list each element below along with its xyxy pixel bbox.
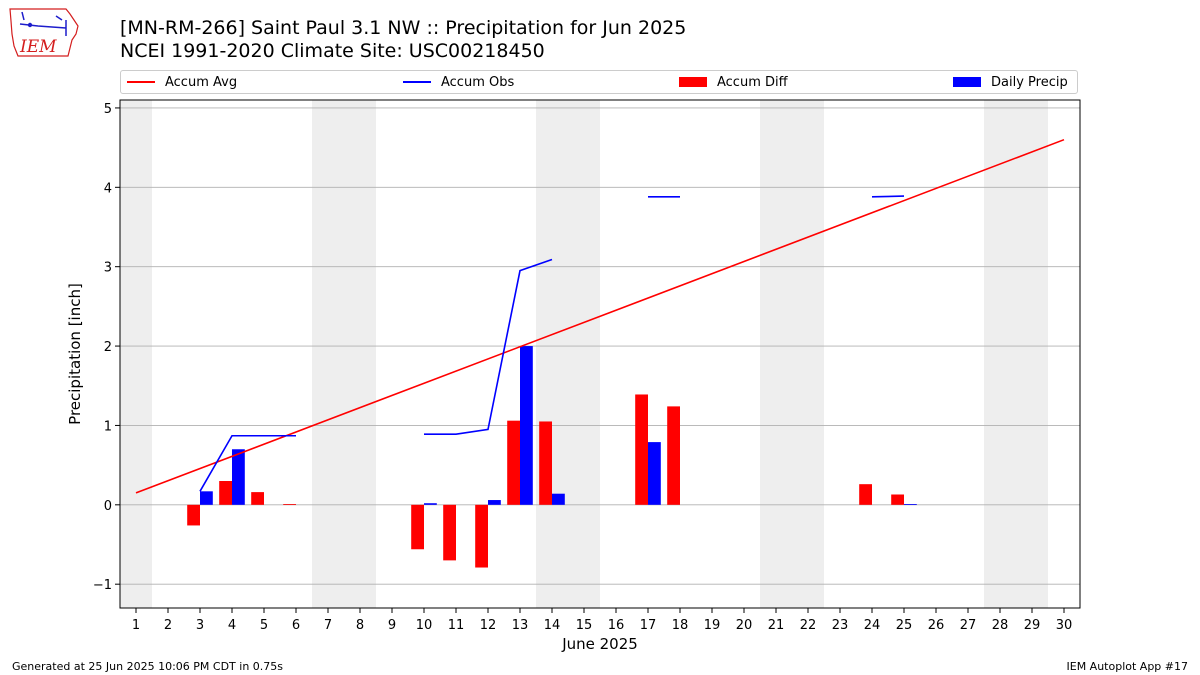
- legend-label: Accum Avg: [165, 74, 238, 90]
- daily-precip-bar: [552, 493, 565, 505]
- daily-precip-bar: [200, 491, 213, 505]
- logo-text: IEM: [19, 37, 57, 57]
- x-tick-label: 25: [896, 618, 913, 633]
- x-tick-label: 19: [704, 618, 721, 633]
- x-tick-label: 8: [356, 618, 364, 633]
- app-credit: IEM Autoplot App #17: [1066, 660, 1189, 673]
- x-tick-label: 3: [196, 618, 204, 633]
- accum-diff-bar: [539, 421, 552, 505]
- bars: [187, 346, 917, 568]
- x-tick-label: 6: [292, 618, 300, 633]
- x-tick-label: 28: [992, 618, 1009, 633]
- accum-diff-bar: [187, 504, 200, 526]
- daily-precip-bar: [488, 500, 501, 505]
- y-tick-label: 1: [104, 419, 112, 434]
- legend-item-accum-obs: Accum Obs: [403, 71, 514, 93]
- legend-swatch: [953, 77, 981, 87]
- legend-swatch: [403, 81, 431, 83]
- chart-subtitle: NCEI 1991-2020 Climate Site: USC00218450: [120, 40, 545, 62]
- plot-frame: [119, 99, 1081, 609]
- accum-diff-bar: [891, 494, 904, 505]
- x-tick-label: 26: [928, 618, 945, 633]
- x-tick-label: 29: [1024, 618, 1041, 633]
- legend-swatch: [127, 81, 155, 83]
- x-tick-label: 4: [228, 618, 236, 633]
- accum-obs-line: [199, 434, 296, 492]
- x-tick-label: 13: [512, 618, 529, 633]
- x-tick-label: 9: [388, 618, 396, 633]
- accum-diff-bar: [443, 504, 456, 561]
- y-tick-label: −1: [93, 578, 112, 593]
- weekend-band: [760, 100, 824, 608]
- accum-diff-bar: [667, 406, 680, 505]
- x-tick-label: 7: [324, 618, 332, 633]
- lines: [135, 138, 1065, 494]
- x-tick-label: 15: [576, 618, 593, 633]
- legend-item-daily-precip: Daily Precip: [953, 71, 1068, 93]
- legend-item-accum-avg: Accum Avg: [127, 71, 237, 93]
- weekend-band: [536, 100, 600, 608]
- daily-precip-bar: [904, 504, 917, 505]
- daily-precip-bar: [232, 449, 245, 505]
- y-tick-label: 3: [104, 261, 112, 276]
- x-tick-label: 17: [640, 618, 657, 633]
- weekend-band: [312, 100, 376, 608]
- x-tick-label: 2: [164, 618, 172, 633]
- daily-precip-bar: [424, 503, 437, 505]
- legend-label: Accum Obs: [441, 74, 515, 90]
- x-tick-label: 11: [448, 618, 465, 633]
- x-tick-label: 14: [544, 618, 561, 633]
- gridlines: [120, 107, 1080, 585]
- accum-diff-bar: [219, 481, 232, 505]
- accum-diff-bar: [475, 504, 488, 568]
- accum-diff-bar: [507, 420, 520, 505]
- legend-item-accum-diff: Accum Diff: [679, 71, 788, 93]
- y-tick-label: 5: [104, 102, 112, 117]
- weekend-band: [120, 100, 152, 608]
- y-tick-label: 0: [104, 499, 112, 514]
- daily-precip-bar: [648, 442, 661, 505]
- accum-diff-bar: [283, 504, 296, 505]
- x-tick-label: 12: [480, 618, 497, 633]
- accum-diff-bar: [251, 492, 264, 505]
- accum-avg-line: [135, 138, 1065, 494]
- chart-title: [MN-RM-266] Saint Paul 3.1 NW :: Precipi…: [120, 17, 687, 39]
- legend-label: Accum Diff: [717, 74, 788, 90]
- daily-precip-bar: [520, 346, 533, 505]
- accum-diff-bar: [635, 394, 648, 505]
- x-axis-label: June 2025: [561, 635, 638, 653]
- iem-logo: IEM: [9, 8, 79, 57]
- x-tick-label: 21: [768, 618, 785, 633]
- x-tick-label: 10: [416, 618, 433, 633]
- y-tick-label: 4: [104, 181, 112, 196]
- weekend-shading: [120, 100, 1048, 608]
- x-tick-label: 22: [800, 618, 817, 633]
- x-tick-label: 23: [832, 618, 849, 633]
- station-dot: [27, 22, 33, 28]
- weekend-band: [984, 100, 1048, 608]
- x-tick-label: 16: [608, 618, 625, 633]
- legend-swatch: [679, 77, 707, 87]
- x-tick-label: 24: [864, 618, 881, 633]
- y-tick-label: 2: [104, 340, 112, 355]
- x-tick-label: 18: [672, 618, 689, 633]
- generated-timestamp: Generated at 25 Jun 2025 10:06 PM CDT in…: [12, 660, 284, 673]
- y-axis-label: Precipitation [inch]: [66, 283, 84, 425]
- legend-label: Daily Precip: [991, 74, 1068, 90]
- accum-obs-line: [871, 195, 905, 198]
- accum-obs-line: [424, 258, 553, 435]
- x-tick-label: 5: [260, 618, 268, 633]
- iowa-state-outline: [9, 8, 79, 57]
- accum-diff-bar: [411, 504, 424, 550]
- weather-station-icon: [19, 11, 67, 36]
- accum-diff-bar: [859, 484, 872, 505]
- x-tick-label: 27: [960, 618, 977, 633]
- x-tick-label: 20: [736, 618, 753, 633]
- chart-legend: Accum Avg Accum Obs Accum Diff Daily Pre…: [120, 70, 1078, 94]
- x-tick-label: 30: [1056, 618, 1073, 633]
- x-tick-label: 1: [132, 618, 140, 633]
